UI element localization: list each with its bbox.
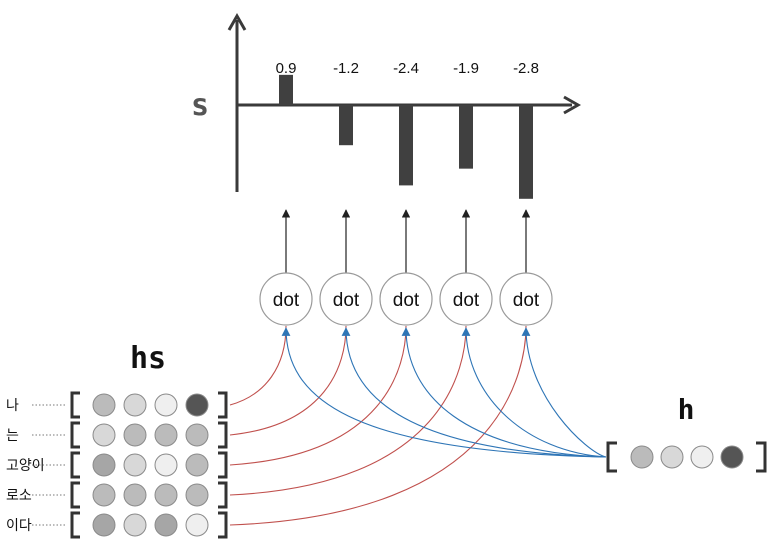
hs-row: 로소 <box>6 481 228 509</box>
h-cell <box>690 445 714 469</box>
h-left-bracket <box>606 441 617 473</box>
hs-cell <box>123 393 147 417</box>
hs-cell <box>154 483 178 507</box>
right-bracket <box>218 391 228 419</box>
hs-cell <box>123 483 147 507</box>
h-connection <box>281 327 607 458</box>
dot-node-label: dot <box>273 290 300 311</box>
right-bracket <box>218 421 228 449</box>
hs-cell <box>123 513 147 537</box>
h-right-bracket <box>756 441 767 473</box>
h-symbol: h <box>678 393 695 426</box>
bar-value-label: -2.8 <box>513 60 539 77</box>
hs-row: 는 <box>6 421 228 449</box>
bar <box>519 105 533 199</box>
hs-cell <box>185 393 209 417</box>
hs-cell <box>92 513 116 537</box>
score-chart: s 0.9 -1.2 -2.4 -1.9 -2.8 <box>191 12 582 199</box>
hs-symbol: hs <box>130 341 166 376</box>
dot-nodes: dot dot dot dot dot <box>259 272 553 326</box>
hs-row: 이다 <box>6 511 228 539</box>
word-label: 이다 <box>6 517 32 533</box>
score-symbol: s <box>191 88 209 123</box>
left-bracket <box>70 391 80 419</box>
left-bracket <box>70 481 80 509</box>
hs-cell <box>92 453 116 477</box>
hs-cell <box>154 393 178 417</box>
hs-cell <box>154 423 178 447</box>
hs-cell <box>185 453 209 477</box>
word-label: 고양이 <box>6 457 45 473</box>
hs-row: 나 <box>6 391 228 419</box>
dot-node: dot <box>379 272 433 326</box>
dot-node: dot <box>439 272 493 326</box>
hs-cell <box>92 423 116 447</box>
hs-cell <box>123 423 147 447</box>
dot-node-label: dot <box>393 290 420 311</box>
hs-connection <box>229 325 347 436</box>
dot-node-circle <box>259 272 313 326</box>
h-connection <box>401 327 607 458</box>
h-cell <box>720 445 744 469</box>
hs-cell <box>185 483 209 507</box>
bar-value-label: -1.9 <box>453 60 479 77</box>
bar <box>339 105 353 146</box>
right-bracket <box>218 481 228 509</box>
left-bracket <box>70 451 80 479</box>
hs-cell <box>185 513 209 537</box>
x-axis-arrowhead <box>563 95 582 115</box>
score-arrows <box>281 209 531 274</box>
bar-value-label: -2.4 <box>393 60 419 77</box>
bar <box>399 105 413 186</box>
h-vector <box>606 441 767 473</box>
right-bracket <box>218 511 228 539</box>
right-bracket <box>218 451 228 479</box>
h-connection <box>521 327 607 458</box>
hs-cell <box>92 393 116 417</box>
bar-group: 0.9 -1.2 -2.4 -1.9 -2.8 <box>276 60 539 199</box>
left-bracket <box>70 421 80 449</box>
dot-node-label: dot <box>333 290 360 311</box>
hs-cell <box>154 453 178 477</box>
bar-value-label: 0.9 <box>276 60 297 77</box>
h-connection <box>341 327 607 458</box>
hs-row: 고양이 <box>6 451 228 479</box>
dot-node-circle <box>499 272 553 326</box>
hs-to-dot-connections <box>229 325 527 526</box>
dot-node: dot <box>319 272 373 326</box>
word-label: 로소 <box>6 487 32 503</box>
hs-cell <box>185 423 209 447</box>
dot-node-circle <box>439 272 493 326</box>
dot-node: dot <box>499 272 553 326</box>
bar-value-label: -1.2 <box>333 60 359 77</box>
dot-node: dot <box>259 272 313 326</box>
dot-node-circle <box>319 272 373 326</box>
left-bracket <box>70 511 80 539</box>
hs-cell <box>92 483 116 507</box>
hs-cell <box>154 513 178 537</box>
bar <box>279 74 293 105</box>
dot-node-label: dot <box>513 290 540 311</box>
h-cell <box>630 445 654 469</box>
word-label: 는 <box>6 427 19 443</box>
y-axis-arrowhead <box>227 12 247 31</box>
hs-connection <box>229 325 287 406</box>
hs-connection <box>229 325 407 466</box>
h-connection <box>461 327 607 458</box>
dot-node-circle <box>379 272 433 326</box>
word-label: 나 <box>6 397 19 413</box>
bar <box>459 105 473 169</box>
h-to-dot-connections <box>281 327 607 458</box>
hs-connection <box>229 325 467 496</box>
hs-cell <box>123 453 147 477</box>
h-cell <box>660 445 684 469</box>
hs-connection <box>229 325 527 526</box>
dot-node-label: dot <box>453 290 480 311</box>
